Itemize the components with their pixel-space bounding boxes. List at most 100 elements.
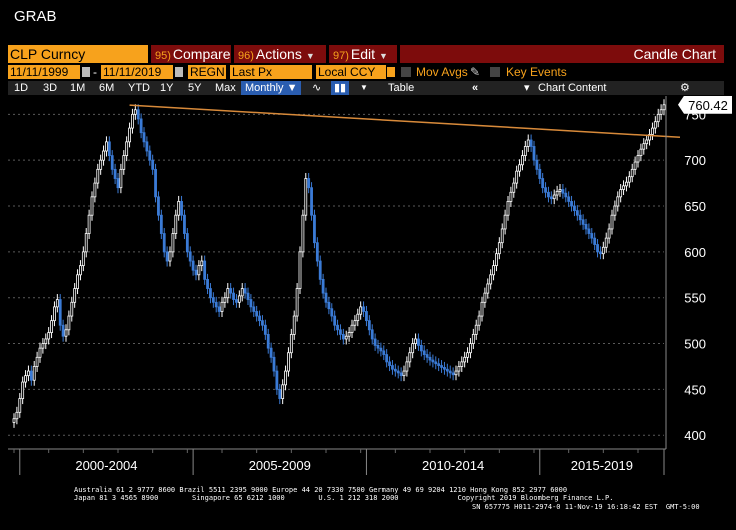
candle-body	[107, 141, 111, 156]
y-tick-label: 700	[684, 153, 706, 168]
candle-body	[529, 139, 533, 147]
gear-icon[interactable]: ⚙	[680, 82, 690, 94]
candle-body	[636, 155, 640, 163]
range-1m[interactable]: 1M	[70, 82, 86, 94]
candle-body	[191, 260, 195, 271]
candle-body	[547, 191, 550, 198]
chevron-down-icon[interactable]: ▼	[360, 83, 368, 92]
range-1y[interactable]: 1Y	[160, 82, 174, 94]
candle-body	[12, 418, 16, 423]
candle-body	[431, 359, 435, 363]
candle-body	[21, 381, 25, 399]
candle-body	[411, 343, 415, 354]
calendar-icon[interactable]	[175, 67, 183, 77]
candle-body	[154, 168, 157, 198]
candle-body	[145, 141, 149, 152]
x-period-label: 2015-2019	[571, 458, 633, 473]
candle-body	[344, 335, 348, 340]
candle-body	[408, 352, 412, 363]
candle-body	[298, 251, 302, 289]
chevron-down-icon: ▼	[305, 51, 315, 61]
key-events-checkbox[interactable]	[490, 67, 500, 77]
range-5y[interactable]: 5Y	[188, 82, 202, 94]
candle-body	[252, 306, 256, 312]
mov-avgs-checkbox[interactable]	[401, 67, 411, 77]
candle-body	[535, 159, 539, 170]
mov-avgs-label: Mov Avgs	[416, 65, 468, 79]
chart-content-button[interactable]: Chart Content	[538, 82, 607, 94]
candle-body	[151, 159, 155, 170]
candle-body	[67, 315, 71, 331]
candles	[12, 99, 666, 428]
candle-body	[58, 299, 62, 326]
candle-body	[217, 306, 221, 312]
candle-body	[538, 168, 542, 179]
candle-body	[272, 356, 276, 372]
candle-body	[275, 370, 279, 390]
candle-body	[197, 265, 201, 276]
candle-body	[567, 196, 571, 202]
candle-body	[214, 301, 218, 308]
actions-button[interactable]: 96) Actions ▼	[234, 45, 326, 63]
double-chevron-left-icon[interactable]: «	[472, 82, 479, 94]
pencil-icon[interactable]: ✎	[470, 65, 481, 79]
candle-body	[477, 315, 481, 326]
candle-body	[336, 324, 339, 331]
candle-body	[29, 370, 33, 381]
frequency-selector[interactable]: Monthly ▼	[241, 81, 302, 95]
chevron-down-icon[interactable]	[387, 67, 395, 77]
line-chart-icon[interactable]: ∿	[312, 82, 322, 94]
candle-body	[139, 118, 143, 134]
candle-chart-icon[interactable]: ▮▮	[331, 81, 350, 95]
x-period-label: 2005-2009	[249, 458, 311, 473]
candle-body	[506, 201, 510, 216]
range-6m[interactable]: 6M	[99, 82, 115, 94]
candle-body	[437, 363, 441, 366]
start-date-field[interactable]: 11/11/1999	[8, 65, 80, 79]
candle-body	[584, 223, 588, 230]
candle-body	[32, 366, 36, 381]
candle-body	[578, 214, 582, 221]
field-selector[interactable]: Last Px	[230, 65, 312, 79]
candle-body	[315, 242, 319, 262]
candle-body	[417, 338, 420, 346]
compare-button[interactable]: 95) Compare	[151, 45, 231, 63]
end-date-field[interactable]: 11/11/2019	[101, 65, 173, 79]
last-value-label: 760.42	[688, 98, 728, 113]
range-ytd[interactable]: YTD	[128, 82, 150, 94]
edit-button[interactable]: 97) Edit ▼	[329, 45, 397, 63]
candle-body	[168, 251, 172, 262]
range-max[interactable]: Max	[215, 82, 236, 94]
candle-body	[180, 201, 183, 216]
candle-body	[159, 214, 163, 234]
candle-body	[102, 150, 105, 161]
table-button[interactable]: Table	[388, 82, 415, 94]
candle-body	[414, 338, 417, 344]
candle-body	[648, 134, 651, 141]
range-3d[interactable]: 3D	[43, 82, 58, 94]
candle-body	[642, 143, 646, 150]
range-1d[interactable]: 1D	[14, 82, 29, 94]
candle-body	[509, 191, 513, 202]
chart-content-icon: ▾	[524, 82, 530, 94]
candle-body	[136, 109, 140, 120]
chevron-down-icon: ▼	[286, 82, 298, 94]
y-tick-label: 400	[684, 428, 706, 443]
region-field[interactable]: REGN	[188, 65, 226, 79]
candle-body	[287, 352, 290, 372]
ticker-field[interactable]: CLP Curncy	[8, 45, 148, 63]
calendar-icon[interactable]	[82, 67, 90, 77]
y-tick-label: 500	[684, 337, 706, 352]
candle-body	[500, 228, 504, 244]
candle-body	[474, 324, 478, 335]
candle-body	[261, 320, 264, 326]
candle-body	[110, 155, 114, 170]
candle-body	[373, 338, 377, 346]
trendline	[129, 104, 681, 139]
candle-body	[339, 329, 342, 335]
candle-body	[119, 168, 123, 189]
candle-body	[471, 333, 475, 344]
candle-body	[148, 150, 152, 161]
candle-body	[558, 189, 562, 192]
currency-selector[interactable]: Local CCY	[316, 65, 386, 79]
